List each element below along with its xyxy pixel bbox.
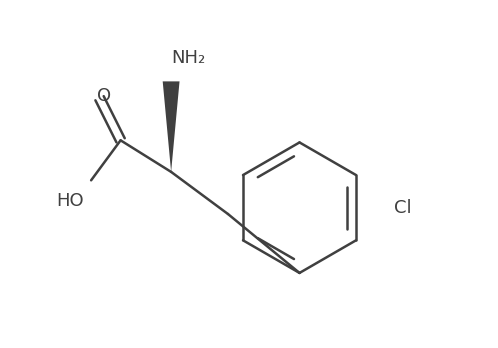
Text: HO: HO <box>56 192 84 210</box>
Text: O: O <box>97 87 111 105</box>
Text: NH₂: NH₂ <box>171 49 205 67</box>
Polygon shape <box>163 81 180 172</box>
Text: Cl: Cl <box>394 199 412 217</box>
